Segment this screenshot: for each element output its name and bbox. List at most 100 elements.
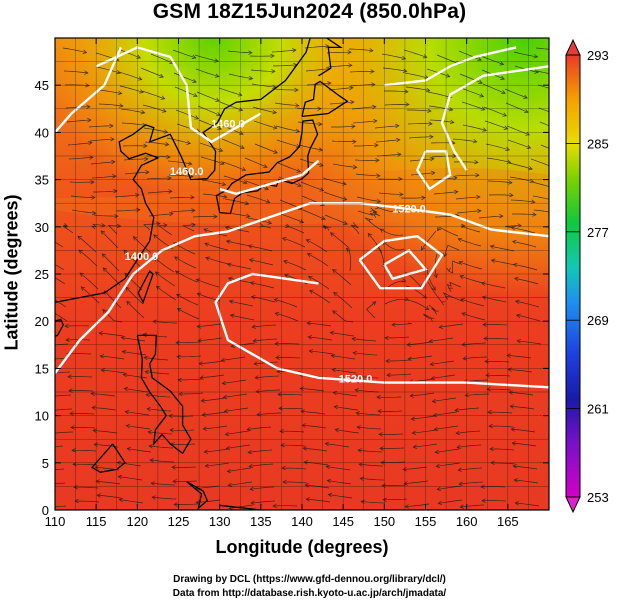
streamline-arrow: [169, 211, 174, 217]
streamline-arrow: [280, 442, 285, 448]
streamline: [517, 340, 542, 345]
streamline-arrow: [168, 189, 173, 194]
streamline-arrow: [454, 189, 459, 195]
streamline-arrow: [505, 146, 510, 152]
streamline: [126, 301, 145, 319]
streamline: [437, 226, 459, 237]
streamline: [456, 210, 481, 214]
streamline-arrow: [145, 169, 150, 175]
streamline: [252, 324, 277, 328]
streamline: [123, 374, 148, 379]
streamline-arrow: [457, 467, 462, 472]
streamline-arrow: [342, 181, 347, 186]
streamline: [90, 161, 115, 165]
streamline-arrow: [249, 281, 255, 286]
streamline-arrow: [80, 286, 86, 291]
x-tick-label: 135: [250, 514, 272, 529]
streamline: [423, 313, 431, 320]
streamline: [276, 139, 301, 148]
streamline: [74, 486, 99, 489]
streamline: [407, 341, 432, 346]
streamline: [118, 476, 143, 481]
streamline-arrow: [376, 199, 382, 204]
streamline: [326, 466, 351, 471]
streamline: [176, 355, 202, 358]
streamline: [196, 91, 220, 102]
streamline: [509, 176, 534, 183]
streamline: [436, 462, 461, 467]
temperature-field: 1400.0 1520.0 1520.0 1460.0 1460.0: [41, 38, 561, 510]
streamline: [408, 355, 433, 360]
streamline: [283, 481, 308, 484]
streamline: [364, 217, 382, 231]
streamline-arrow: [153, 234, 158, 239]
streamline-arrow: [431, 398, 437, 404]
streamline-arrow: [94, 465, 99, 470]
streamline: [455, 407, 480, 411]
streamline: [305, 68, 330, 72]
streamline-arrow: [237, 92, 243, 97]
streamline-arrow: [274, 311, 280, 317]
streamline: [346, 248, 351, 272]
streamline: [246, 194, 270, 203]
streamline-arrow: [178, 391, 183, 397]
streamline: [194, 54, 219, 62]
streamline: [367, 233, 383, 254]
streamline-arrow: [402, 467, 407, 472]
streamline: [55, 505, 67, 508]
streamline: [123, 249, 142, 268]
streamline: [505, 102, 529, 113]
streamline-arrow: [514, 299, 520, 305]
streamline: [152, 496, 177, 500]
streamline-arrow: [557, 89, 561, 93]
streamline: [114, 194, 139, 198]
streamline-arrow: [319, 162, 324, 168]
streamline: [306, 498, 331, 503]
streamline: [328, 87, 353, 91]
streamline-arrow: [410, 416, 416, 421]
streamline-arrow: [144, 156, 149, 162]
streamline: [359, 463, 384, 467]
streamline-arrow: [175, 293, 181, 298]
y-tick-label: 20: [35, 314, 49, 329]
streamline-arrow: [446, 267, 451, 273]
streamline-arrow: [172, 479, 177, 484]
streamline: [273, 88, 298, 91]
streamline-arrow: [282, 479, 287, 485]
height-contour: [95, 46, 262, 144]
streamline: [143, 223, 161, 231]
streamline: [348, 48, 373, 52]
streamline: [285, 225, 305, 234]
streamline: [303, 447, 328, 452]
streamline: [507, 355, 532, 359]
x-tick-label: 140: [291, 514, 313, 529]
streamline-arrow: [395, 123, 400, 129]
streamline-arrow: [307, 334, 313, 340]
streamline: [358, 449, 383, 453]
streamline-arrow: [41, 483, 45, 487]
streamline: [484, 361, 510, 363]
streamline: [531, 181, 549, 187]
streamline: [478, 215, 503, 219]
streamline-arrow: [123, 249, 128, 255]
streamline-arrow: [399, 192, 404, 197]
streamline: [309, 289, 331, 304]
streamline: [486, 157, 511, 163]
streamline-arrow: [225, 445, 231, 451]
streamline: [250, 282, 275, 289]
streamline-arrow: [371, 82, 376, 87]
streamline-arrow: [272, 503, 277, 509]
streamline-arrow: [44, 344, 48, 348]
streamline-arrow: [460, 298, 466, 303]
streamline: [482, 83, 506, 94]
streamline-arrow: [155, 285, 161, 291]
streamline: [196, 278, 220, 288]
streamline: [442, 292, 463, 302]
streamline-arrow: [271, 69, 276, 74]
streamline-arrow: [85, 83, 90, 88]
streamline-arrow: [448, 287, 453, 292]
streamline-arrow: [253, 361, 258, 366]
streamline-arrow: [428, 121, 433, 126]
streamline-arrow: [248, 463, 254, 469]
streamline-arrow: [250, 295, 256, 300]
